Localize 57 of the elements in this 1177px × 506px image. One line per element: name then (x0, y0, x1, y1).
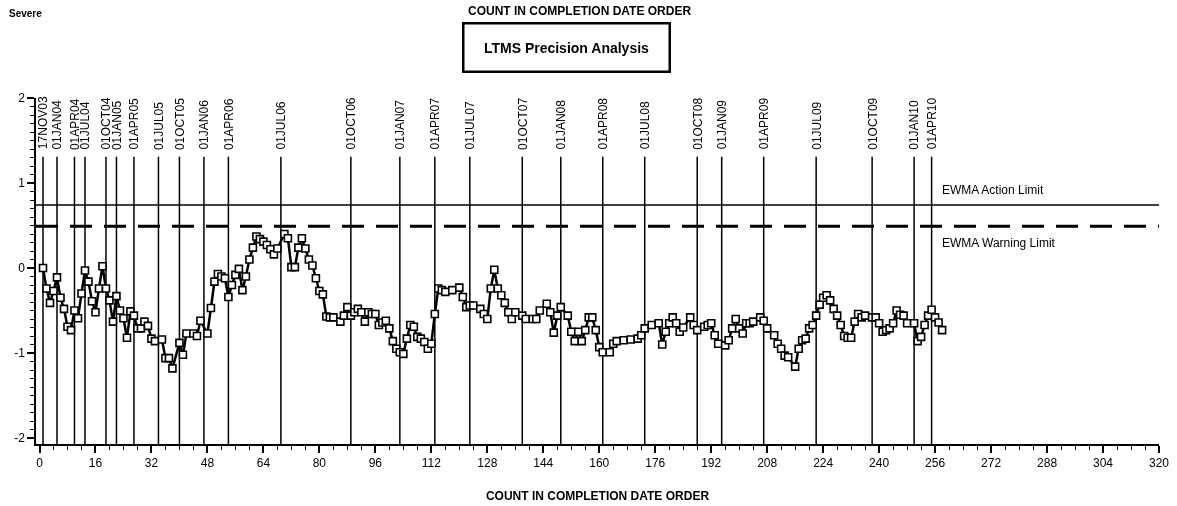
ref-line-label: 01JUL07 (463, 101, 478, 150)
x-tick-label: 80 (312, 456, 327, 471)
x-tick-label: 96 (368, 456, 383, 471)
x-tick-label: 288 (1037, 456, 1058, 471)
ref-line-label: 01JAN09 (715, 99, 730, 150)
x-tick-label: 16 (88, 456, 103, 471)
ref-line-label: EWMA Warning Limit (942, 236, 1056, 250)
ref-line-label: 01OCT05 (172, 97, 187, 151)
ref-line-label: 01APR10 (924, 97, 939, 150)
x-tick-label: 240 (869, 456, 890, 471)
x-tick-label: 144 (533, 456, 554, 471)
x-tick-label: 208 (757, 456, 778, 471)
ref-line-label: 01JAN05 (109, 100, 124, 151)
y-tick-label: 0 (18, 261, 26, 276)
ref-line-label: 01JAN07 (393, 99, 408, 150)
ref-line-label: 01JUL05 (151, 101, 166, 151)
ref-line-label: 01APR06 (221, 98, 236, 151)
ref-line-label: 01JAN10 (907, 100, 922, 150)
ref-line-label: EWMA Action Limit (942, 183, 1045, 197)
ref-line-label: 01JUL09 (809, 101, 824, 150)
x-tick-label: 192 (701, 456, 722, 471)
x-tick-label: 160 (589, 456, 610, 471)
ref-line-label: 01APR07 (428, 97, 443, 150)
y-tick-label: 2 (18, 91, 26, 106)
x-tick-label: 320 (1148, 456, 1170, 471)
ref-line-label: 01APR09 (757, 97, 772, 150)
ref-line-label: 01JUL04 (78, 101, 93, 150)
text: COUNT IN COMPLETION DATE ORDER (468, 4, 692, 18)
ref-line-label: 01APR08 (596, 97, 611, 150)
ref-line-label: 01OCT09 (865, 97, 880, 150)
x-tick-label: 128 (477, 456, 498, 471)
ref-line-label: 01APR05 (127, 97, 142, 150)
x-tick-label: 272 (981, 456, 1002, 471)
ref-line-label: 01JUL08 (638, 101, 653, 150)
x-tick-label: 32 (144, 456, 159, 471)
chart-title: LTMS Precision Analysis (483, 39, 650, 56)
x-tick-label: 112 (421, 456, 442, 471)
x-tick-label: 64 (256, 456, 271, 471)
ref-line-label: 17NOV03 (35, 96, 50, 150)
ref-line-label: 01OCT08 (690, 97, 705, 150)
x-tick-label: 304 (1093, 456, 1114, 471)
text: Severe (9, 8, 43, 19)
y-tick-label: -1 (14, 346, 26, 361)
x-tick-label: 224 (813, 456, 834, 471)
ref-line-label: 01JAN04 (50, 99, 65, 150)
y-tick-label: -2 (14, 431, 26, 446)
x-tick-label: 176 (645, 456, 666, 471)
x-tick-label: 48 (200, 456, 215, 471)
x-tick-label: 0 (36, 456, 44, 471)
ref-line-label: 01OCT06 (344, 97, 359, 150)
ref-line-label: 01OCT07 (515, 97, 530, 150)
x-axis-title: COUNT IN COMPLETION DATE ORDER (485, 488, 710, 503)
ref-line-label: 01JAN06 (197, 99, 212, 150)
x-tick-label: 256 (925, 456, 946, 471)
ref-line-label: 01JAN08 (554, 99, 569, 150)
ref-line-label: 01JUL06 (274, 101, 289, 150)
y-tick-label: 1 (18, 176, 26, 191)
